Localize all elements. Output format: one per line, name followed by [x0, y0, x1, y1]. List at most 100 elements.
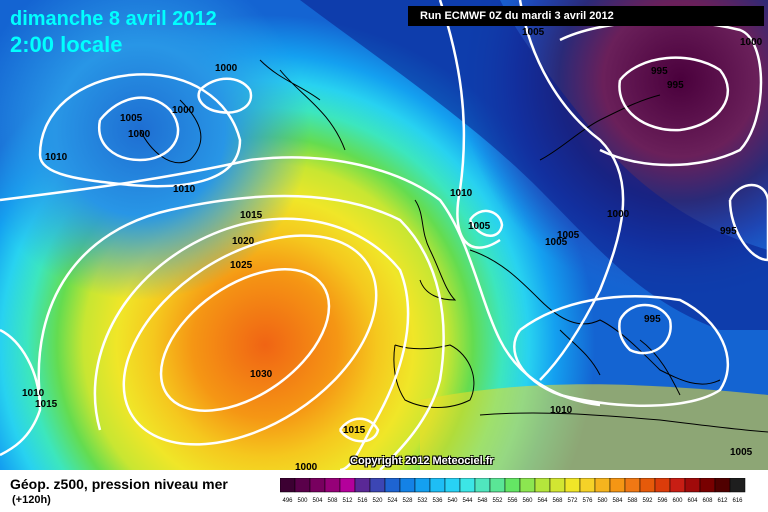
color-scale: 496 500 504 508 512 516 520 524 528 532 536 540 544 5… — [280, 478, 746, 504]
scale-label: 540 — [447, 498, 458, 504]
scale-swatch — [474, 478, 491, 493]
scale-label: 508 — [327, 498, 338, 504]
isobar-label: 1030 — [250, 369, 273, 380]
scale-label: 612 — [717, 498, 728, 504]
isobar-label: 1015 — [240, 210, 263, 221]
scale-label: 576 — [582, 498, 593, 504]
scale-swatch — [324, 478, 341, 493]
forecast-date: dimanche 8 avril 2012 — [10, 8, 217, 30]
scale-swatch — [414, 478, 431, 493]
weather-map: 1000 1005 1000 1005 1000 1010 1010 1015 … — [0, 0, 768, 470]
map-caption: Géop. z500, pression niveau mer — [10, 476, 228, 492]
isobar-label: 1005 — [468, 221, 491, 232]
scale-swatch — [564, 478, 581, 493]
scale-swatch — [384, 478, 401, 493]
isobar-label: 1020 — [232, 236, 255, 247]
isobar-label: 1010 — [173, 184, 196, 195]
isobar-label: 1000 — [128, 129, 151, 140]
isobar-label: 1010 — [45, 152, 68, 163]
isobar-label: 1015 — [343, 425, 366, 436]
lead-time: (+120h) — [12, 494, 51, 506]
forecast-time: 2:00 locale — [10, 32, 123, 57]
trough-band — [300, 0, 768, 330]
scale-swatch — [369, 478, 386, 493]
isobar-label: 1010 — [22, 388, 45, 399]
isobar-995-ne — [618, 56, 730, 132]
isobar-labels: 1000 1005 1000 1005 1000 1010 1010 1015 … — [22, 27, 763, 470]
scale-label: 496 — [282, 498, 293, 504]
isobar-1000-nw — [197, 77, 253, 114]
isobar-label: 1000 — [172, 105, 195, 116]
scale-label: 552 — [492, 498, 503, 504]
isobar-label: 1000 — [607, 209, 630, 220]
isobar-1015 — [37, 194, 445, 470]
isobar-1010-sw — [0, 328, 42, 457]
isobars — [0, 0, 768, 470]
scale-label: 536 — [432, 498, 443, 504]
scale-swatch — [654, 478, 671, 493]
scale-label: 560 — [522, 498, 533, 504]
isobar-label: 1005 — [545, 237, 568, 248]
isobar-995-east — [728, 183, 768, 262]
isobar-995-se — [618, 303, 672, 355]
isobar-1005-nw — [97, 96, 180, 162]
isobar-label: 995 — [720, 226, 737, 237]
legend-panel: Géop. z500, pression niveau mer (+120h) … — [0, 470, 768, 512]
south-warm-band — [420, 384, 768, 470]
scale-label: 524 — [387, 498, 398, 504]
scale-swatch — [684, 478, 701, 493]
scale-label: 616 — [732, 498, 743, 504]
isobar-1015-south — [338, 417, 380, 443]
scale-swatch — [549, 478, 566, 493]
scale-label: 532 — [417, 498, 428, 504]
isobar-label: 995 — [667, 80, 684, 91]
scale-swatch — [309, 478, 326, 493]
scale-swatch — [669, 478, 686, 493]
isobar-label: 1000 — [215, 63, 238, 74]
isobar-1010-nw — [38, 73, 242, 188]
scale-label: 608 — [702, 498, 713, 504]
scale-label: 568 — [552, 498, 563, 504]
scale-label: 520 — [372, 498, 383, 504]
isobar-label: 1025 — [230, 260, 253, 271]
scale-swatch — [354, 478, 371, 493]
isobar-label: 1005 — [730, 447, 753, 458]
scale-swatch — [519, 478, 536, 493]
scale-label: 572 — [567, 498, 578, 504]
isobar-1005-central — [468, 209, 504, 237]
scale-swatch — [429, 478, 446, 493]
scale-swatch — [444, 478, 461, 493]
isobar-label: 995 — [644, 314, 661, 325]
scale-label: 528 — [402, 498, 413, 504]
isobar-label: 1005 — [120, 113, 143, 124]
scale-label: 556 — [507, 498, 518, 504]
isobar-1020 — [93, 217, 410, 470]
scale-label: 500 — [297, 498, 308, 504]
scale-label: 600 — [672, 498, 683, 504]
scale-label: 584 — [612, 498, 623, 504]
isobar-1005-north — [438, 0, 501, 249]
scale-swatch — [729, 478, 746, 493]
scale-swatch — [489, 478, 506, 493]
scale-label: 580 — [597, 498, 608, 504]
scale-label: 596 — [657, 498, 668, 504]
scale-label: 592 — [642, 498, 653, 504]
scale-swatch — [294, 478, 311, 493]
scale-label: 516 — [357, 498, 368, 504]
isobar-label: 995 — [651, 66, 668, 77]
scale-swatch — [579, 478, 596, 493]
scale-label: 604 — [687, 498, 698, 504]
isobar-1025 — [122, 234, 378, 446]
scale-swatch — [699, 478, 716, 493]
scale-swatch — [534, 478, 551, 493]
scale-label: 544 — [462, 498, 473, 504]
scale-label: 588 — [627, 498, 638, 504]
isobar-label: 1005 — [522, 27, 545, 38]
run-info: Run ECMWF 0Z du mardi 3 avril 2012 — [408, 6, 764, 26]
scale-label: 512 — [342, 498, 353, 504]
coastlines — [139, 59, 768, 433]
isobar-label: 1000 — [295, 462, 318, 470]
copyright: Copyright 2012 Meteociel.fr — [350, 455, 494, 467]
isobar-label: 1000 — [740, 37, 763, 48]
scale-swatch — [280, 478, 296, 493]
